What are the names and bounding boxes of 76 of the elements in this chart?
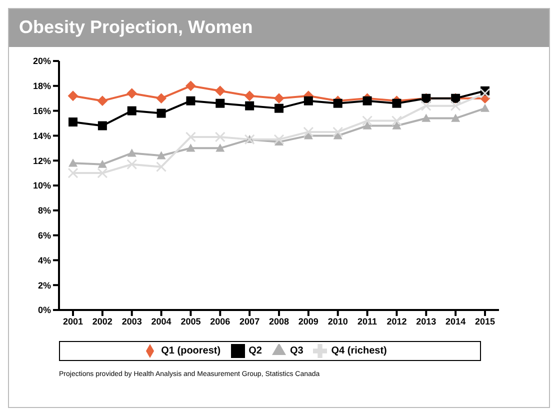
point (126, 159, 138, 170)
point (304, 96, 313, 106)
point (244, 90, 255, 101)
y-tick-label: 18% (32, 81, 51, 92)
point (186, 96, 196, 106)
x-tick-label: 2001 (62, 316, 84, 326)
x-tick-label: 2005 (180, 316, 201, 326)
point (216, 144, 225, 152)
x-tick-label: 2012 (386, 316, 407, 326)
point (215, 86, 226, 96)
point (422, 114, 431, 122)
y-tick-label: 20% (32, 56, 51, 66)
point (127, 106, 136, 116)
point (362, 96, 372, 106)
point (156, 93, 166, 104)
point (97, 168, 108, 178)
legend-label: Q3 (290, 346, 304, 357)
point (68, 158, 78, 167)
x-tick-label: 2003 (122, 316, 142, 326)
point (127, 148, 136, 157)
chart-title: Obesity Projection, Women (9, 9, 549, 47)
point (362, 116, 373, 126)
point (186, 144, 196, 152)
x-tick-label: 2011 (358, 316, 378, 326)
point (391, 116, 402, 126)
point (185, 132, 196, 142)
y-tick-label: 6% (38, 230, 51, 240)
x-tick-label: 2007 (240, 316, 260, 326)
x-tick-label: 2004 (151, 316, 172, 326)
point (126, 88, 137, 98)
legend-label: Q1 (poorest) (161, 346, 221, 357)
point (156, 108, 166, 118)
point (68, 90, 78, 101)
point (392, 121, 402, 130)
point (68, 118, 78, 127)
x-tick-label: 2006 (210, 316, 230, 326)
point (303, 126, 314, 138)
y-tick-label: 12% (32, 156, 51, 166)
point (186, 80, 196, 91)
x-tick-label: 2014 (446, 316, 466, 326)
point (245, 101, 254, 110)
x-tick-label: 2010 (328, 316, 348, 326)
point (274, 134, 284, 145)
point (216, 98, 225, 108)
point (362, 121, 372, 130)
legend-label: Q2 (248, 346, 262, 357)
point (450, 100, 461, 112)
point (98, 121, 107, 130)
x-tick-label: 2002 (92, 316, 112, 326)
y-tick-label: 8% (38, 206, 51, 216)
x-tick-label: 2013 (416, 316, 436, 326)
y-tick-label: 16% (32, 106, 51, 116)
point (156, 151, 166, 160)
point (68, 168, 78, 178)
point (97, 96, 108, 106)
point (274, 104, 284, 113)
point (480, 88, 490, 99)
point (274, 93, 284, 104)
x-tick-label: 2009 (298, 316, 318, 326)
y-tick-label: 10% (32, 180, 51, 191)
point (98, 160, 107, 168)
point (451, 114, 460, 122)
point (332, 126, 344, 138)
point (392, 98, 402, 108)
point (333, 98, 342, 108)
x-tick-label: 2015 (474, 316, 496, 326)
point (480, 104, 490, 112)
y-tick-label: 4% (38, 255, 51, 266)
x-tick-label: 2008 (268, 316, 290, 326)
legend-label: Q4 (richest) (331, 346, 387, 357)
y-tick-label: 14% (32, 130, 51, 141)
y-tick-label: 2% (38, 280, 51, 290)
point (420, 100, 432, 112)
point (156, 162, 167, 172)
y-tick-label: 0% (38, 305, 51, 316)
point (214, 132, 226, 142)
